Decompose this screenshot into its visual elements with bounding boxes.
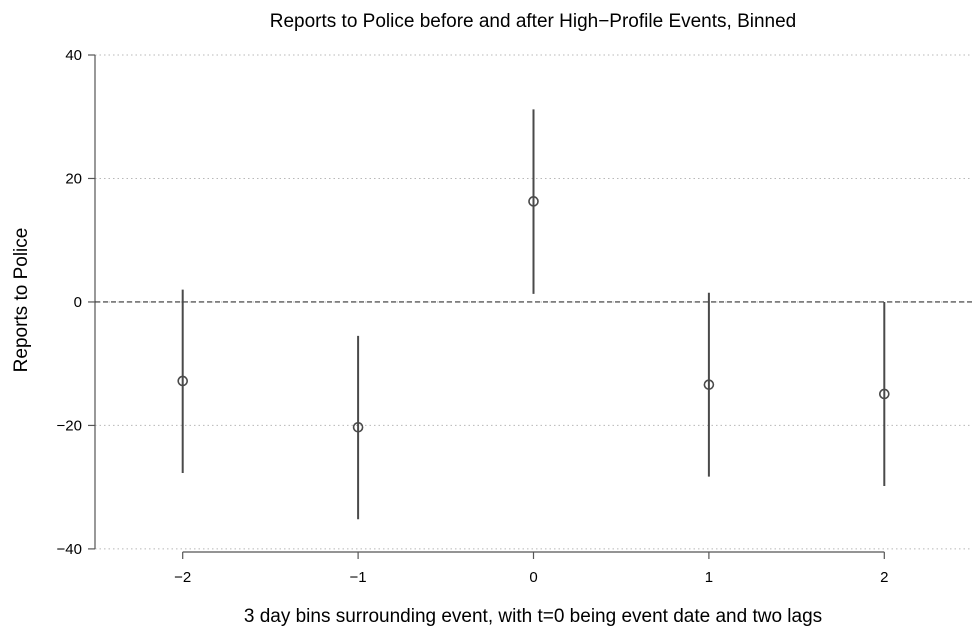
y-tick-label: −20 [57, 417, 82, 434]
x-tick-label: 2 [880, 569, 888, 586]
chart-title: Reports to Police before and after High−… [270, 11, 797, 32]
data-marks [95, 109, 972, 520]
x-tick-label: 1 [705, 569, 713, 586]
point-estimate [703, 379, 715, 390]
y-tick-label: 40 [65, 47, 82, 64]
point-estimate [177, 375, 188, 387]
y-axis-label: Reports to Police [11, 228, 32, 373]
point-estimate [878, 388, 890, 400]
point-estimate [528, 196, 539, 207]
x-axis-label: 3 day bins surrounding event, with t=0 b… [244, 606, 822, 627]
y-tick-label: −40 [57, 541, 82, 558]
y-tick-label: 0 [74, 294, 82, 311]
x-tick-label: 0 [529, 569, 537, 586]
point-estimate [352, 421, 364, 433]
axes: 40 20 0 −20 −40 −2 −1 0 1 2 [57, 47, 889, 586]
x-tick-label: −2 [174, 569, 191, 586]
y-tick-label: 20 [65, 170, 82, 187]
x-tick-label: −1 [350, 569, 367, 586]
